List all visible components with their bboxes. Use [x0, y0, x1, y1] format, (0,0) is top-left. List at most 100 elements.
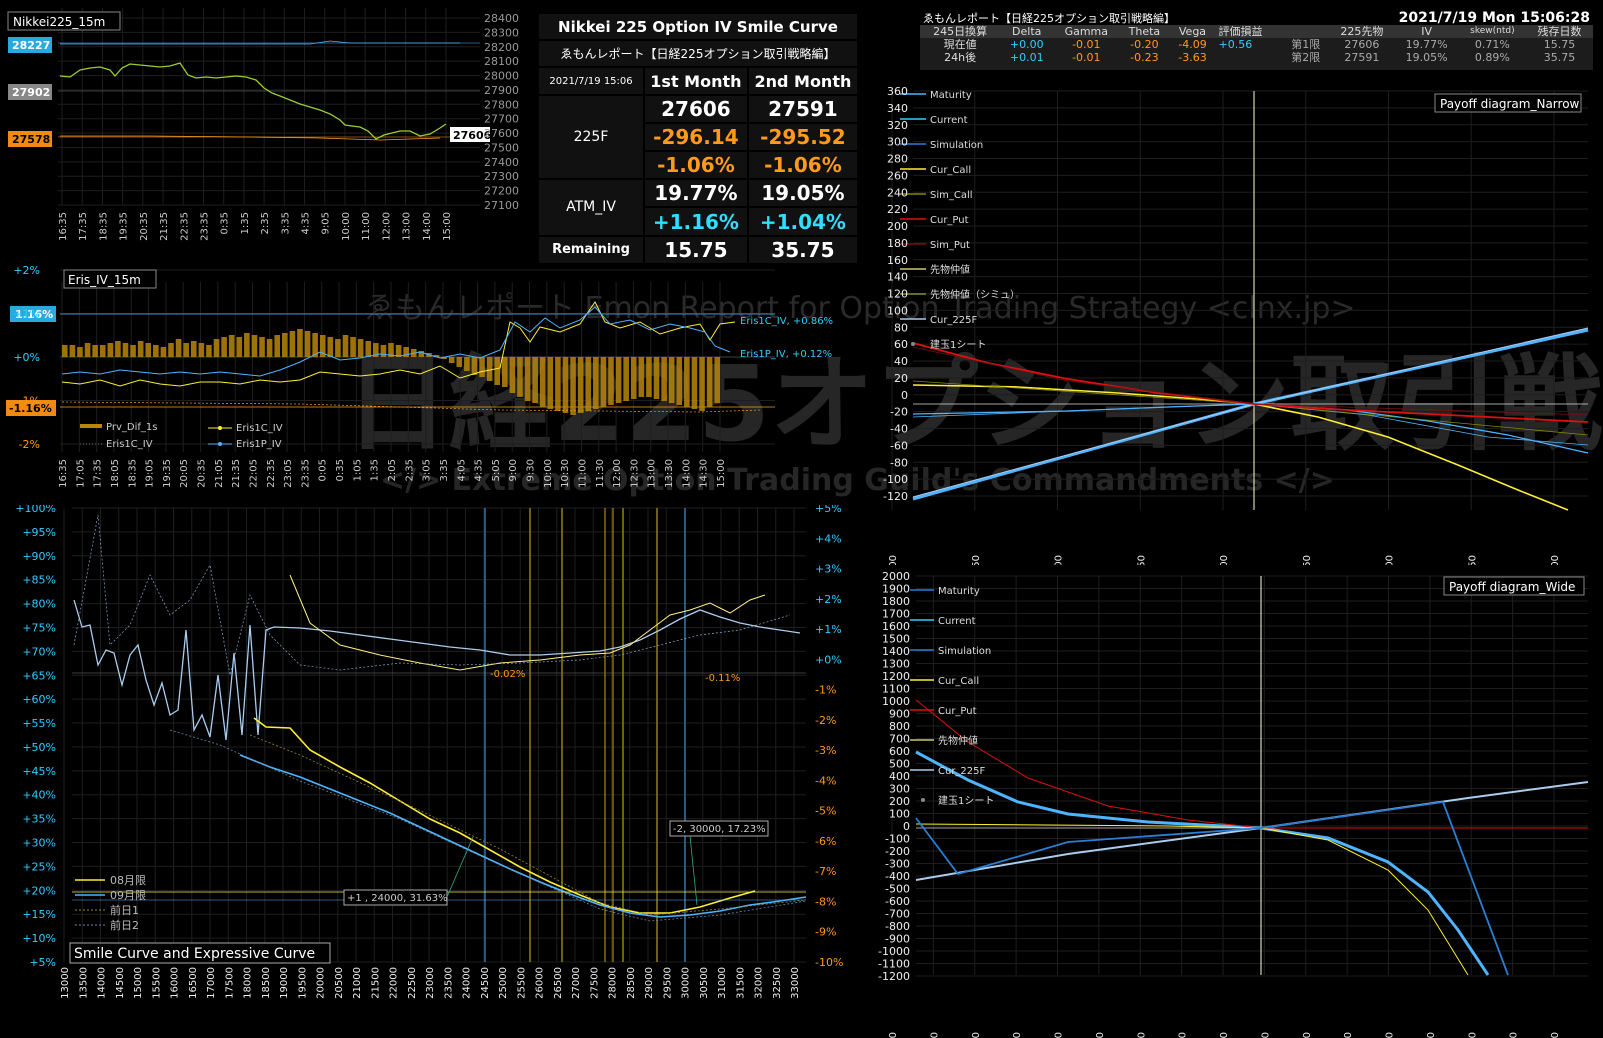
x-tick-label: 26500 — [1136, 1032, 1147, 1038]
x-tick-label: 13000 — [60, 967, 71, 999]
eris-bar — [684, 357, 690, 407]
x-tick-label: 23:35 — [300, 459, 311, 488]
greeks-r2-2: -0.01 — [1072, 51, 1101, 64]
x-tick-label: 2:35 — [404, 459, 415, 481]
y-tick-label: 28300 — [484, 26, 519, 39]
iv-table-rem-label: Remaining — [537, 234, 645, 266]
y-tick-label: 1100 — [882, 683, 910, 696]
x-tick-label: 23:05 — [283, 459, 294, 488]
smile-09-curve — [239, 754, 807, 918]
y-tick-label: -9% — [815, 926, 836, 939]
y-tick-label: 60 — [894, 338, 908, 351]
x-tick-label: 14:30 — [699, 459, 710, 488]
y-tick-label: -200 — [885, 845, 910, 858]
x-tick-label: 27250 — [1136, 555, 1147, 565]
y-tick-label: 27200 — [484, 185, 519, 198]
y-tick-label: +25% — [22, 860, 56, 873]
y-tick-label: -600 — [885, 895, 910, 908]
x-tick-label: 31000 — [1509, 1032, 1520, 1038]
x-tick-label: 13:30 — [664, 459, 675, 488]
greeks-r1-0: 現在値 — [943, 38, 977, 51]
y-tick-label: 1300 — [882, 658, 910, 671]
x-tick-label: 13500 — [78, 967, 89, 999]
x-tick-label: 16500 — [188, 967, 199, 999]
y-tick-label: 1800 — [882, 595, 910, 608]
x-tick-label: 19500 — [297, 967, 308, 999]
iv-table-rem2: 35.75 — [746, 234, 860, 266]
y-tick-label: 600 — [889, 745, 910, 758]
x-tick-label: 5:05 — [491, 459, 502, 481]
x-tick-label: 31500 — [1550, 1032, 1561, 1038]
iv-table-atm-label: ATM_IV — [537, 178, 645, 237]
eris-label: Eris_IV_15m — [68, 273, 141, 287]
y-tick-label: 1500 — [882, 633, 910, 646]
y-tick-label: 1200 — [882, 670, 910, 683]
greeks-r2-1: +0.01 — [1009, 51, 1044, 64]
eris-bar — [244, 333, 250, 357]
eris-bar — [175, 339, 182, 357]
x-tick-label: 29000 — [644, 967, 655, 999]
iv-table-ivchg2: +1.04% — [746, 206, 860, 237]
eris-bar — [623, 357, 629, 401]
x-tick-label: 29500 — [1385, 1032, 1396, 1038]
x-tick-label: 3:35 — [280, 212, 291, 234]
x-tick-label: 32500 — [772, 967, 783, 999]
eris-bar — [714, 357, 720, 403]
y-tick-label: 160 — [887, 254, 908, 267]
eris-bar — [319, 335, 326, 357]
x-tick-label: 16:35 — [58, 459, 69, 488]
x-tick-label: 27500 — [1219, 555, 1230, 565]
y-tick-label: -40 — [890, 423, 908, 436]
x-tick-label: 20:05 — [179, 459, 190, 488]
x-tick-label: 20000 — [316, 967, 327, 999]
smile-legend-09: 09月限 — [110, 889, 146, 902]
eris-bar — [433, 355, 440, 357]
y-tick-label: 140 — [887, 271, 908, 284]
y-tick-label: 1000 — [882, 695, 910, 708]
x-tick-label: 10:00 — [543, 459, 554, 488]
x-tick-label: 22:35 — [179, 212, 190, 241]
x-tick-label: 21:05 — [214, 459, 225, 488]
y-tick-label: -1000 — [878, 945, 910, 958]
eris-legend-p: Eris1P_IV — [236, 439, 282, 450]
y-tick-label: +1% — [815, 623, 842, 636]
y-tick-label: 2000 — [882, 570, 910, 583]
x-tick-label: 28250 — [1467, 555, 1478, 565]
x-tick-label: 22000 — [389, 967, 400, 999]
x-tick-label: 1:35 — [370, 459, 381, 481]
x-tick-label: 9:00 — [508, 459, 519, 481]
eris-bar — [122, 343, 129, 357]
y-tick-label: +1% — [13, 308, 40, 321]
greeks-rh3: skew(ntd) — [1470, 26, 1515, 36]
y-tick-label: -1% — [19, 395, 40, 408]
y-tick-label: 320 — [887, 119, 908, 132]
y-tick-label: 800 — [889, 720, 910, 733]
y-tick-label: +35% — [22, 813, 56, 826]
payoff-wide-legend-item: Cur_Put — [938, 706, 977, 717]
payoff-narrow-legend-item: Cur_225F — [930, 315, 978, 326]
greeks-r2-0: 24h後 — [944, 51, 977, 64]
eris-bar — [259, 337, 265, 357]
y-tick-label: 180 — [887, 237, 908, 250]
iv-table-f1: 27606 — [643, 93, 749, 124]
x-tick-label: 17:35 — [93, 459, 104, 488]
x-tick-label: 17:05 — [75, 459, 86, 488]
y-tick-label: 300 — [887, 136, 908, 149]
eris-bar — [206, 345, 212, 357]
nikkei-badge-high: 28227 — [12, 39, 50, 52]
smile-curve-chart: +1 , 24000, 31.63% -2, 30000, 17.23% -0.… — [15, 505, 843, 999]
eris-bar — [297, 329, 303, 357]
y-tick-label: 27800 — [484, 98, 519, 111]
y-tick-label: +30% — [22, 837, 56, 850]
payoff-wide-legend-item: 先物仲値 — [938, 734, 978, 747]
greeks-r2-5 — [1216, 51, 1283, 64]
y-tick-label: 28200 — [484, 41, 519, 54]
x-tick-label: 12:30 — [629, 459, 640, 488]
x-tick-label: 28000 — [1260, 1032, 1271, 1038]
eris-bar — [646, 357, 652, 397]
x-tick-label: 0:35 — [220, 212, 231, 234]
x-tick-label: 15500 — [151, 967, 162, 999]
y-tick-label: -700 — [885, 908, 910, 921]
x-tick-label: 26500 — [888, 555, 899, 565]
x-tick-label: 4:35 — [474, 459, 485, 481]
